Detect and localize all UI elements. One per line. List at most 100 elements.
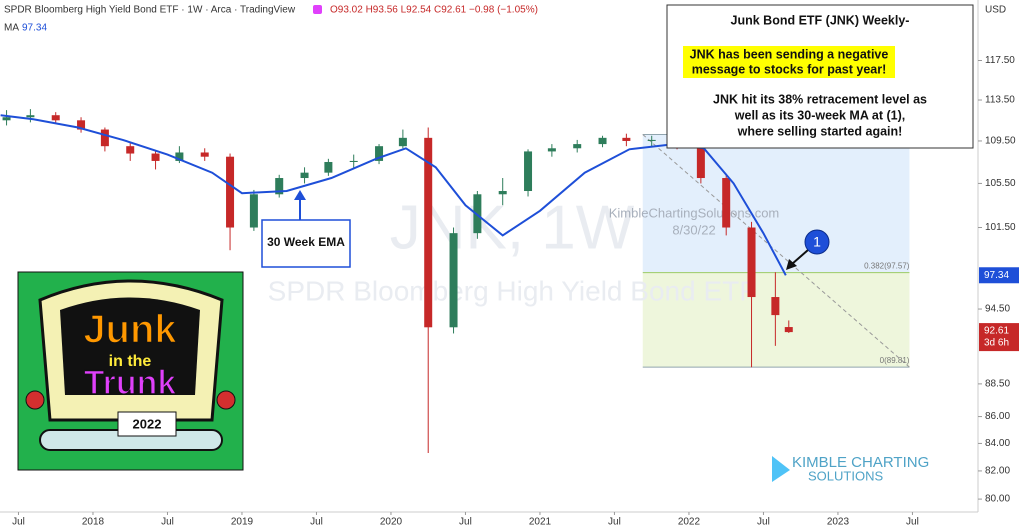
watermark-site: KimbleChartingSolutions.com: [609, 205, 780, 220]
candle-body: [622, 137, 631, 141]
marker-label: 1: [813, 234, 821, 250]
ma-value: 97.34: [22, 23, 47, 34]
candle-body: [175, 152, 184, 161]
ma-price-box: [979, 267, 1019, 284]
x-tick-label: 2019: [231, 517, 254, 528]
candle-body: [126, 146, 135, 154]
marker-circle: [804, 229, 830, 255]
candle-body: [300, 172, 309, 179]
fib-trend: [642, 134, 910, 368]
header-icon: [313, 5, 322, 14]
logo-text: in the: [109, 353, 152, 370]
y-tick-label: 84.00: [985, 438, 1010, 449]
candle-body: [200, 152, 209, 157]
y-tick-label: 101.50: [985, 222, 1016, 233]
candle-body: [249, 194, 258, 228]
comment-body: where selling started again!: [737, 124, 903, 138]
y-tick-label: 113.50: [985, 95, 1015, 106]
candle-body: [2, 117, 11, 121]
candle-body: [51, 115, 60, 121]
y-tick-label: 109.50: [985, 136, 1016, 147]
brand-text: KIMBLE CHARTING: [792, 454, 929, 471]
underlay: 1(110.12)0.382(97.57)0(89.81): [642, 124, 910, 368]
x-tick-label: Jul: [906, 517, 919, 528]
logo-light: [216, 390, 236, 410]
y-tick-label: 88.50: [985, 379, 1010, 390]
candle-body: [100, 129, 109, 147]
y-tick-label: 80.00: [985, 494, 1010, 505]
x-tick-label: Jul: [310, 517, 323, 528]
ema-callout: [261, 219, 351, 268]
brand-bg: [768, 452, 943, 484]
candle-body: [77, 120, 86, 130]
y-tick-label: 94.50: [985, 304, 1010, 315]
x-tick-label: Jul: [608, 517, 621, 528]
ma-price: 97.34: [984, 270, 1009, 281]
candle-body: [226, 156, 235, 228]
candle-body: [647, 139, 656, 141]
candle-body: [547, 148, 556, 152]
comment-body: well as its 30-week MA at (1),: [734, 108, 905, 122]
logo-text: Trunk: [84, 364, 177, 402]
comment-highlight: JNK has been sending a negative: [690, 47, 889, 61]
ohlc: O93.02 H93.56 L92.54 C92.61 −0.98 (−1.05…: [330, 5, 538, 16]
y-tick-label: 117.50: [985, 55, 1015, 66]
watermark-name: SPDR Bloomberg High Yield Bond ETF: [268, 275, 757, 306]
currency: USD: [985, 5, 1006, 16]
candle-body: [275, 178, 284, 195]
candle-body: [498, 191, 507, 195]
candle-body: [573, 144, 582, 149]
comment-title: Junk Bond ETF (JNK) Weekly-: [731, 13, 910, 27]
fib-zone: [642, 134, 910, 273]
comment-highlight: message to stocks for past year!: [692, 62, 887, 76]
timer: 3d 6h: [984, 338, 1009, 349]
logo-year: 2022: [133, 416, 162, 431]
x-tick-label: Jul: [757, 517, 770, 528]
x-tick-label: 2020: [380, 517, 403, 528]
ema-callout-text: 30 Week EMA: [267, 235, 345, 249]
candle-body: [524, 151, 533, 192]
logo-light: [25, 390, 45, 410]
ma-label: MA: [4, 23, 19, 34]
header: SPDR Bloomberg High Yield Bond ETF · 1W …: [4, 5, 296, 16]
x-tick-label: Jul: [12, 517, 25, 528]
candle-body: [151, 153, 160, 161]
highlight: [683, 46, 895, 78]
marker-arrow: [791, 249, 809, 265]
comment-body: JNK hit its 38% retracement level as: [713, 92, 927, 106]
candle-body: [398, 137, 407, 147]
arrowhead: [786, 259, 797, 270]
candle-body: [696, 143, 705, 179]
candle-body: [771, 297, 780, 316]
x-tick-label: 2023: [827, 517, 850, 528]
y-tick-label: 105.50: [985, 178, 1016, 189]
x-tick-label: Jul: [459, 517, 472, 528]
y-tick-label: 86.00: [985, 411, 1010, 422]
candle-body: [784, 327, 793, 333]
x-tick-label: 2022: [678, 517, 701, 528]
fib-label: 0.382(97.57): [864, 262, 910, 271]
arrowhead: [294, 190, 306, 200]
candle-body: [424, 137, 433, 328]
brand-icon: [772, 456, 790, 482]
last-price-box: [979, 323, 1019, 352]
axes: 117.50 113.50 109.50 105.50 101.50 94.50 88.50…: [12, 55, 1019, 528]
x-tick-label: Jul: [161, 517, 174, 528]
brand-text: SOLUTIONS: [808, 468, 883, 483]
logo-trunk-inside: [60, 297, 200, 395]
candle-body: [375, 146, 384, 161]
candle-body: [449, 233, 458, 328]
candle-body: [324, 161, 333, 173]
candle-body: [722, 178, 731, 228]
candle-body: [598, 137, 607, 145]
fib-label: 0(89.81): [880, 356, 910, 365]
last-price: 92.61: [984, 326, 1009, 337]
x-tick-label: 2021: [529, 517, 552, 528]
candle-body: [747, 227, 756, 298]
y-tick-label: 82.00: [985, 466, 1010, 477]
x-tick-label: 2018: [82, 517, 105, 528]
candle-body: [26, 115, 35, 118]
logo-plate: [117, 411, 177, 437]
watermark-date: 8/30/22: [672, 222, 715, 237]
